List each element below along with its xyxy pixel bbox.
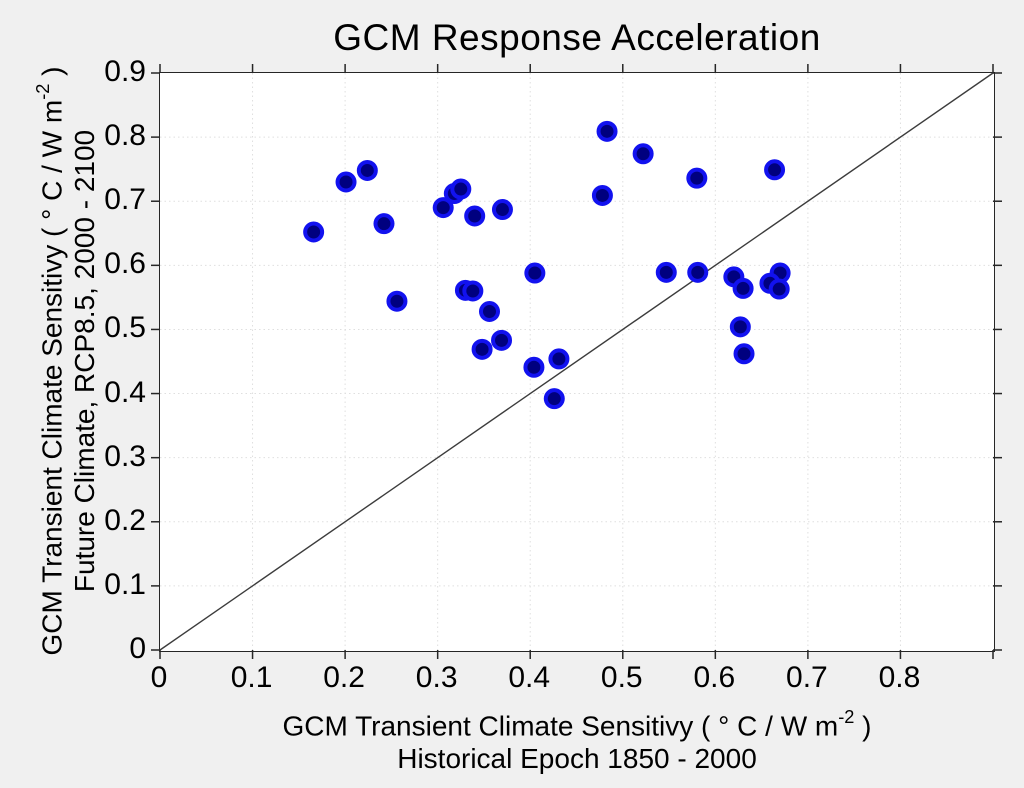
y-tick-label: 0.3	[104, 439, 146, 473]
data-point	[464, 205, 486, 227]
y-tick-label: 0.4	[104, 375, 146, 409]
one-to-one-line	[159, 72, 994, 651]
data-point	[356, 159, 378, 181]
data-point	[303, 221, 325, 243]
data-point	[632, 143, 654, 165]
chart-title: GCM Response Acceleration	[333, 17, 821, 58]
data-point	[450, 178, 472, 200]
x-tick-label: 0.8	[878, 661, 921, 694]
data-point	[768, 278, 790, 300]
y-axis-label-sub: Future Climate, RCP8.5, 2000 - 2100	[69, 129, 101, 593]
data-point	[729, 316, 751, 338]
data-point	[686, 167, 708, 189]
data-point	[523, 356, 545, 378]
data-point	[373, 213, 395, 235]
data-point	[732, 277, 754, 299]
x-tick-label: 0.5	[600, 661, 643, 694]
data-point	[491, 199, 513, 221]
y-tick-label: 0.5	[104, 311, 146, 345]
x-tick-label: 0	[150, 661, 168, 694]
data-point	[655, 261, 677, 283]
data-point	[524, 262, 546, 284]
x-tick-label: 0.3	[415, 661, 458, 694]
y-tick-label: 0.9	[104, 55, 146, 88]
data-point	[548, 348, 570, 370]
x-tick-label: 0.4	[508, 661, 551, 694]
x-tick-label: 0.1	[230, 661, 273, 694]
x-tick-label: 0.6	[693, 661, 736, 694]
y-tick-label: 0.2	[104, 503, 146, 537]
data-point	[687, 261, 709, 283]
data-point	[491, 329, 513, 351]
data-point	[335, 171, 357, 193]
data-point	[764, 159, 786, 181]
y-axis-label: GCM Transient Climate Sensitivy ( ° C / …	[29, 41, 100, 681]
y-axis-label-main: GCM Transient Climate Sensitivy ( ° C / …	[33, 66, 68, 656]
x-axis-label: GCM Transient Climate Sensitivy ( ° C / …	[109, 703, 1024, 775]
y-tick-label: 0.8	[104, 119, 146, 153]
data-point	[432, 197, 454, 219]
data-point	[462, 280, 484, 302]
y-tick-label: 0.1	[104, 567, 146, 601]
y-tick-label: 0.6	[104, 247, 146, 281]
y-tick-label: 0	[129, 632, 146, 665]
x-tick-label: 0.7	[786, 661, 828, 694]
data-point	[733, 343, 755, 365]
data-point	[386, 290, 408, 312]
scatter-plot-svg	[151, 64, 1002, 659]
x-axis-label-main: GCM Transient Climate Sensitivy ( ° C / …	[282, 707, 872, 742]
x-axis-label-sub: Historical Epoch 1850 - 2000	[397, 743, 757, 775]
data-point	[543, 388, 565, 410]
data-point	[471, 338, 493, 360]
plot-area	[151, 64, 1002, 659]
data-point	[591, 184, 613, 206]
x-tick-label: 0.2	[323, 661, 365, 694]
data-point	[478, 300, 500, 322]
y-tick-label: 0.7	[104, 183, 146, 217]
data-point	[596, 120, 618, 142]
